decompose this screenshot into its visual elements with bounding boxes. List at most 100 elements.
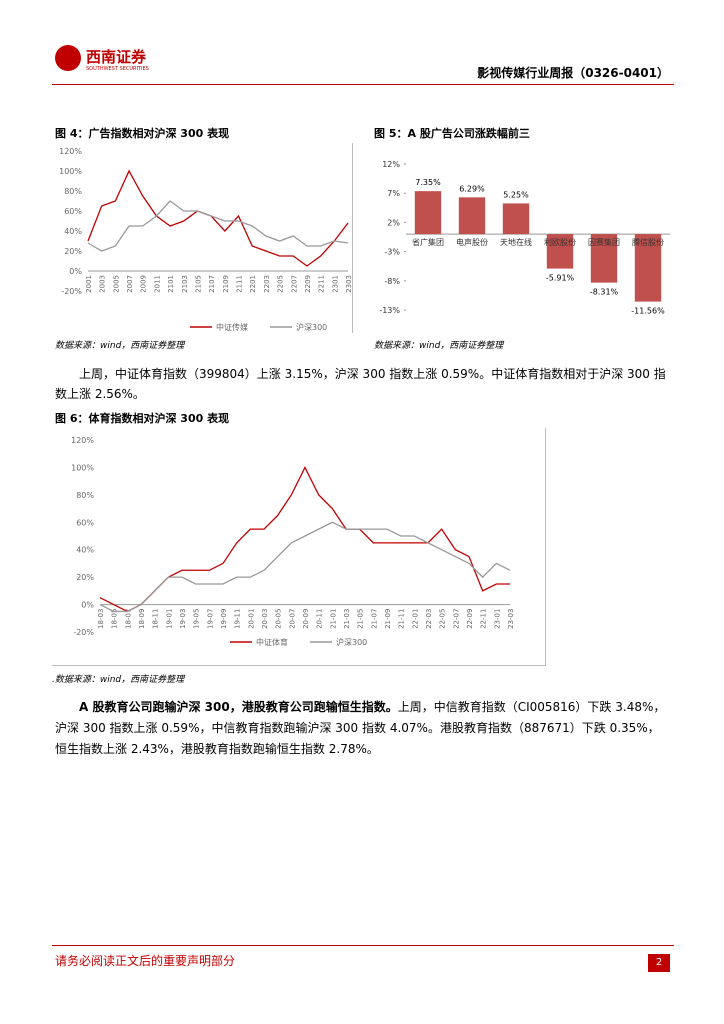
bar — [502, 203, 530, 235]
x-tick-label: 20-09 — [302, 609, 310, 629]
x-tick-label: 22-05 — [439, 609, 447, 629]
y-tick-label: 100% — [59, 167, 82, 176]
chart: 12% 7% 2% -3% -8% -13% 7.35% 省广集团 6.29% 电声股份 5.25%… — [379, 160, 670, 316]
bar — [634, 234, 662, 302]
source: 数据来源：wind，西南证券整理 — [374, 341, 504, 351]
x-tick-label: 23-01 — [493, 609, 501, 629]
x-tick-label: 21-09 — [384, 609, 392, 629]
x-tick-label: 2301 — [331, 275, 339, 293]
y-tick-label: 0% — [81, 601, 94, 610]
y-tick-label: -20% — [73, 628, 94, 637]
y-tick-label: -13% — [379, 306, 400, 315]
y-tick-label: 2% — [387, 218, 400, 227]
disclaimer: 请务必阅读正文后的重要声明部分 — [55, 954, 236, 968]
header-rule — [52, 84, 674, 85]
x-tick-label: 2303 — [345, 275, 353, 293]
y-tick-label: 120% — [59, 147, 82, 156]
logo-cn: 西南证券 — [86, 48, 147, 66]
x-tick-label: 2003 — [99, 275, 107, 293]
x-tick-label: 20-03 — [261, 609, 269, 629]
data-label: 6.29% — [459, 184, 485, 193]
line — [87, 200, 349, 252]
legend-label: 沪深300 — [336, 637, 367, 647]
x-tick-label: 2011 — [153, 275, 161, 293]
data-label: -11.56% — [631, 307, 665, 316]
data-label: 7.35% — [415, 178, 441, 187]
chart: -20% 0% 20% 40% 60% 80% 100% 120% 2001 2003 2005 20… — [59, 147, 353, 332]
x-tick-label: 18-05 — [111, 609, 119, 629]
logo-icon — [55, 45, 81, 71]
line — [99, 465, 510, 613]
figure-title: 图 5：A 股广告公司涨跌幅前三 — [374, 127, 530, 140]
y-tick-label: 80% — [64, 187, 82, 196]
x-tick-label: 19-01 — [165, 609, 173, 629]
x-tick-label: 2203 — [263, 275, 271, 293]
x-tick-label: 20-11 — [316, 609, 324, 629]
x-tick-label: 21-07 — [370, 609, 378, 629]
x-tick-label: 2209 — [304, 275, 312, 293]
x-tick-label: 21-11 — [398, 609, 406, 629]
x-tick-label: 18-11 — [152, 609, 160, 629]
x-tick-label: 19-05 — [193, 609, 201, 629]
bar — [590, 234, 618, 283]
x-tick-label: 18-09 — [138, 609, 146, 629]
y-tick-label: 40% — [64, 227, 82, 236]
figure-title: 图 4：广告指数相对沪深 300 表现 — [55, 127, 230, 140]
bold-text: A 股教育公司跑输沪深 300，港股教育公司跑输恒生指数。 — [79, 700, 398, 714]
logo-en: SOUTHWEST SECURITIES — [86, 66, 149, 72]
x-tick-label: 19-03 — [179, 609, 187, 629]
x-tick-label: 2005 — [112, 275, 120, 293]
paragraph: A 股教育公司跑输沪深 300，港股教育公司跑输恒生指数。上周，中信教育指数（C… — [55, 697, 670, 760]
x-tick-label: 19-07 — [206, 609, 214, 629]
y-tick-label: 0% — [69, 267, 82, 276]
x-tick-label: 2001 — [85, 275, 93, 293]
x-tick-label: 2103 — [181, 275, 189, 293]
x-tick-label: 23-03 — [507, 609, 515, 629]
x-tick-label: 21-01 — [329, 609, 337, 629]
frame — [545, 428, 546, 665]
y-tick-label: 80% — [76, 491, 94, 500]
x-tick-label: 22-01 — [411, 609, 419, 629]
report-title: 影视传媒行业周报（0326-0401） — [477, 66, 669, 80]
x-tick-label: 21-03 — [343, 609, 351, 629]
x-tick-label: 20-01 — [247, 609, 255, 629]
x-tick-label: 腾信股份 — [632, 237, 664, 247]
x-tick-label: 2201 — [249, 275, 257, 293]
line — [99, 521, 511, 613]
y-tick-label: 20% — [64, 247, 82, 256]
figure-title: 图 6：体育指数相对沪深 300 表现 — [55, 412, 230, 425]
x-tick-label: 20-05 — [275, 609, 283, 629]
x-tick-label: 18-07 — [124, 609, 132, 629]
line — [87, 169, 349, 267]
x-tick-label: 2111 — [236, 275, 244, 293]
x-tick-label: 2009 — [140, 275, 148, 293]
x-tick-label: 2007 — [126, 275, 134, 293]
x-tick-label: 2207 — [290, 275, 298, 293]
text: 上周，中信教育指数（CI005816）下跌 3.48%，沪深 300 指数上涨 … — [55, 700, 666, 756]
y-tick-label: 20% — [76, 573, 94, 582]
x-tick-label: 电声股份 — [456, 237, 488, 247]
source: .数据来源：wind，西南证券整理 — [52, 675, 185, 685]
chart: -20% 0% 20% 40% 60% 80% 100% 120% 18-03 18-05 18-0… — [71, 436, 515, 647]
x-tick-label: 2205 — [277, 275, 285, 293]
x-tick-label: 2211 — [318, 275, 326, 293]
x-tick-label: 22-09 — [466, 609, 474, 629]
x-tick-label: 22-03 — [425, 609, 433, 629]
legend-label: 中证传媒 — [216, 322, 248, 332]
x-tick-label: 2105 — [194, 275, 202, 293]
x-tick-label: 2101 — [167, 275, 175, 293]
footer-rule — [52, 945, 674, 946]
x-tick-label: 22-07 — [452, 609, 460, 629]
y-tick-label: 60% — [64, 207, 82, 216]
bar — [458, 197, 486, 235]
y-tick-label: 7% — [387, 189, 400, 198]
paragraph: 上周，中证体育指数（399804）上涨 3.15%，沪深 300 指数上涨 0.… — [55, 367, 666, 401]
frame — [352, 143, 353, 333]
y-tick-label: 100% — [71, 463, 94, 472]
y-tick-label: 60% — [76, 518, 94, 527]
x-tick-label: 19-09 — [220, 609, 228, 629]
y-tick-label: 40% — [76, 546, 94, 555]
data-label: 5.25% — [503, 190, 529, 199]
x-tick-label: 20-07 — [288, 609, 296, 629]
